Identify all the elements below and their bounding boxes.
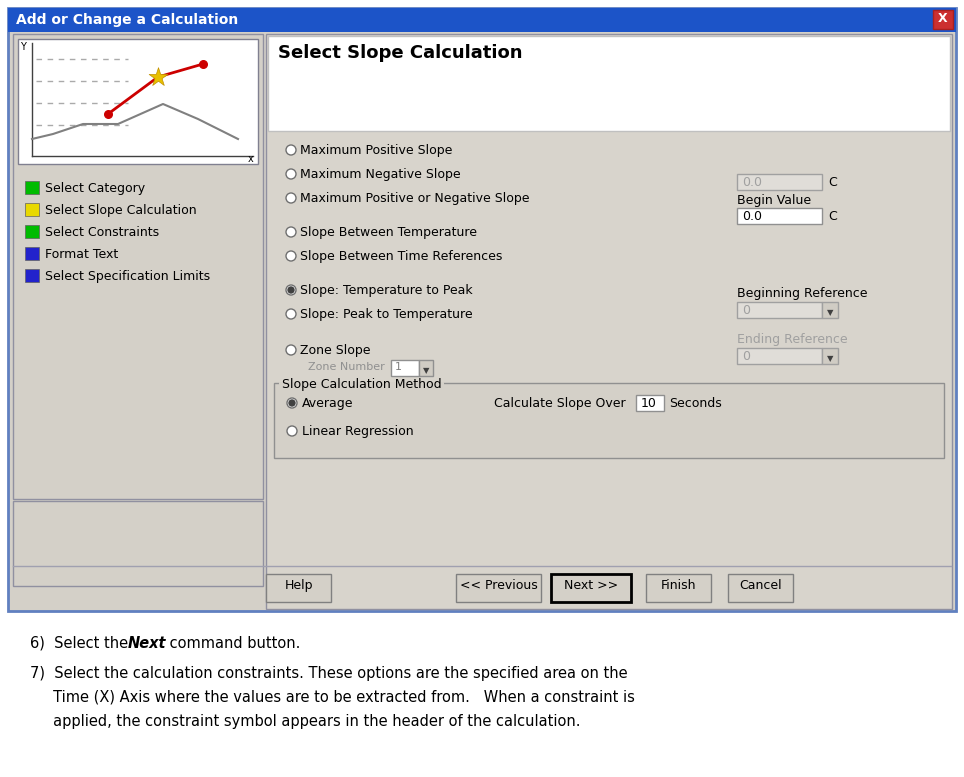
Point: [196, 57, 211, 70]
Bar: [18, 39, 258, 164]
Text: Ending Reference: Ending Reference: [737, 333, 847, 346]
Text: Linear Regression: Linear Regression: [302, 425, 414, 438]
Text: Seconds: Seconds: [669, 397, 722, 410]
Circle shape: [286, 251, 296, 261]
Point: [150, 71, 166, 83]
Bar: [636, 395, 664, 411]
Text: Select Slope Calculation: Select Slope Calculation: [45, 204, 197, 217]
Circle shape: [287, 398, 297, 408]
Text: 0.0: 0.0: [742, 176, 762, 189]
Text: 0: 0: [742, 350, 750, 363]
Text: Zone Slope: Zone Slope: [300, 344, 370, 357]
Text: Select Specification Limits: Select Specification Limits: [45, 270, 210, 283]
Circle shape: [286, 193, 296, 203]
Bar: [25, 225, 39, 238]
Text: Y: Y: [20, 42, 26, 52]
Text: Average: Average: [302, 397, 354, 410]
Text: 0: 0: [742, 304, 750, 317]
Circle shape: [287, 426, 297, 436]
Text: ▼: ▼: [827, 308, 833, 317]
Bar: [274, 383, 944, 458]
Bar: [266, 574, 331, 602]
Text: Begin Value: Begin Value: [737, 194, 811, 207]
Circle shape: [286, 309, 296, 319]
Text: C: C: [828, 176, 837, 189]
Text: C: C: [828, 210, 837, 223]
Bar: [737, 208, 822, 224]
Bar: [8, 8, 956, 611]
Circle shape: [286, 145, 296, 155]
Bar: [822, 348, 838, 364]
Bar: [419, 360, 433, 376]
Text: 7)  Select the calculation constraints. These options are the specified area on : 7) Select the calculation constraints. T…: [30, 666, 628, 681]
Bar: [456, 574, 541, 602]
Text: Maximum Positive Slope: Maximum Positive Slope: [300, 144, 452, 157]
Bar: [13, 501, 263, 586]
Text: 0.0: 0.0: [742, 210, 762, 223]
Circle shape: [289, 400, 295, 406]
Text: 10: 10: [641, 397, 656, 410]
Bar: [25, 181, 39, 194]
Bar: [25, 269, 39, 282]
Text: Slope: Peak to Temperature: Slope: Peak to Temperature: [300, 308, 472, 321]
Bar: [8, 8, 956, 32]
Bar: [268, 36, 950, 131]
Text: 1: 1: [395, 362, 402, 372]
Text: 6)  Select the: 6) Select the: [30, 636, 133, 651]
Text: Slope: Temperature to Peak: Slope: Temperature to Peak: [300, 284, 472, 297]
Text: Select Constraints: Select Constraints: [45, 226, 159, 239]
Text: Beginning Reference: Beginning Reference: [737, 287, 868, 300]
Text: Select Slope Calculation: Select Slope Calculation: [278, 44, 522, 62]
Bar: [25, 247, 39, 260]
Text: Help: Help: [284, 579, 312, 592]
Text: Slope Calculation Method: Slope Calculation Method: [282, 378, 442, 391]
Bar: [737, 174, 822, 190]
Bar: [728, 574, 793, 602]
Bar: [822, 302, 838, 318]
Circle shape: [286, 285, 296, 295]
Bar: [551, 574, 631, 602]
Text: ▼: ▼: [827, 354, 833, 363]
Circle shape: [288, 287, 294, 293]
Text: Calculate Slope Over: Calculate Slope Over: [494, 397, 626, 410]
Text: applied, the constraint symbol appears in the header of the calculation.: applied, the constraint symbol appears i…: [30, 714, 580, 729]
Circle shape: [286, 169, 296, 179]
Text: Maximum Negative Slope: Maximum Negative Slope: [300, 168, 461, 181]
Text: command button.: command button.: [165, 636, 301, 651]
Circle shape: [286, 227, 296, 237]
Text: X: X: [938, 12, 948, 25]
Text: Select Category: Select Category: [45, 182, 146, 195]
Bar: [25, 203, 39, 216]
Text: Next: Next: [128, 636, 167, 651]
Bar: [391, 360, 419, 376]
Text: Add or Change a Calculation: Add or Change a Calculation: [16, 13, 238, 27]
Bar: [13, 34, 263, 499]
Text: Time (X) Axis where the values are to be extracted from.   When a constraint is: Time (X) Axis where the values are to be…: [30, 690, 635, 705]
Text: Cancel: Cancel: [739, 579, 782, 592]
Text: Zone Number: Zone Number: [308, 362, 385, 372]
Point: [100, 108, 116, 120]
Text: Slope Between Temperature: Slope Between Temperature: [300, 226, 477, 239]
Bar: [737, 302, 822, 318]
Bar: [266, 34, 952, 609]
Circle shape: [286, 345, 296, 355]
Text: ▼: ▼: [423, 366, 429, 375]
Bar: [933, 10, 953, 29]
Text: Finish: Finish: [660, 579, 696, 592]
Bar: [279, 382, 444, 392]
Text: Next >>: Next >>: [564, 579, 618, 592]
Text: << Previous: << Previous: [460, 579, 537, 592]
Bar: [737, 348, 822, 364]
Text: x: x: [248, 154, 254, 164]
Bar: [646, 574, 711, 602]
Text: Maximum Positive or Negative Slope: Maximum Positive or Negative Slope: [300, 192, 529, 205]
Text: Slope Between Time References: Slope Between Time References: [300, 250, 502, 263]
Text: Format Text: Format Text: [45, 248, 119, 261]
